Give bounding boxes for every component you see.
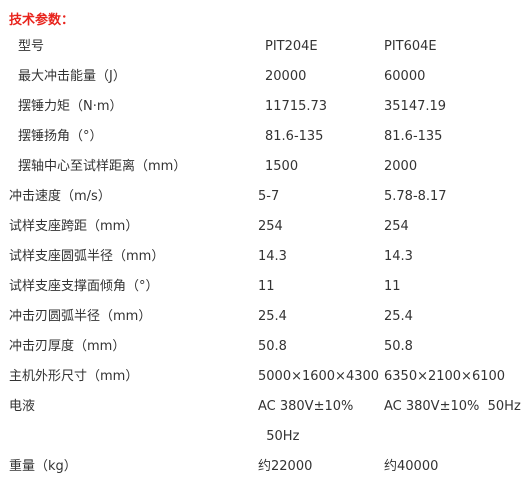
row-label: 最大冲击能量（J） [18, 69, 126, 84]
value-pit604e: 35147.19 [384, 99, 447, 114]
value-pit604e: 6350×2100×6100 [384, 369, 506, 384]
value-pit204e: 254 [258, 219, 283, 234]
row-label: 试样支座圆弧半径（mm） [9, 249, 165, 264]
row-label: 摆锤扬角（°） [18, 129, 103, 144]
value-pit204e: 50.8 [258, 339, 287, 354]
value-pit204e: 25.4 [258, 309, 287, 324]
value-pit604e: 25.4 [384, 309, 413, 324]
row-label: 冲击速度（m/s） [9, 189, 111, 204]
row-label: 摆锤力矩（N·m） [18, 99, 123, 114]
row-label: 型号 [18, 39, 45, 54]
value-pit604e: 2000 [384, 159, 418, 174]
value-pit204e: 14.3 [258, 249, 287, 264]
row-label: 电液 [9, 399, 36, 414]
value-pit604e: 11 [384, 279, 401, 294]
value-pit604e: 254 [384, 219, 409, 234]
value-pit204e: 5000×1600×4300 [258, 369, 380, 384]
value-pit604e: AC 380V±10% 50Hz [384, 399, 521, 414]
row-label: 试样支座支撑面倾角（°） [9, 279, 159, 294]
value-pit204e: PIT204E [265, 39, 318, 54]
row-label: 重量（kg） [9, 459, 77, 474]
row-label: 摆轴中心至试样距离（mm） [18, 159, 187, 174]
value-pit204e: 20000 [265, 69, 307, 84]
row-label: 冲击刃圆弧半径（mm） [9, 309, 152, 324]
row-label: 冲击刃厚度（mm） [9, 339, 126, 354]
section-heading: 技术参数： [9, 13, 75, 28]
value-pit604e: PIT604E [384, 39, 437, 54]
value-pit204e: AC 380V±10% [258, 399, 354, 414]
value-pit604e: 50.8 [384, 339, 413, 354]
value-pit604e: 约40000 [384, 459, 439, 474]
value-pit204e: 81.6-135 [265, 129, 324, 144]
row-label: 试样支座跨距（mm） [9, 219, 139, 234]
value-pit604e: 81.6-135 [384, 129, 443, 144]
value-pit204e: 11715.73 [265, 99, 328, 114]
value-pit604e: 60000 [384, 69, 426, 84]
value-pit204e: 约22000 [258, 459, 313, 474]
value-pit204e: 5-7 [258, 189, 280, 204]
row-label: 主机外形尺寸（mm） [9, 369, 139, 384]
value-pit204e: 1500 [265, 159, 299, 174]
value-pit204e: 50Hz [258, 429, 300, 444]
value-pit604e: 14.3 [384, 249, 413, 264]
value-pit204e: 11 [258, 279, 275, 294]
value-pit604e: 5.78-8.17 [384, 189, 447, 204]
